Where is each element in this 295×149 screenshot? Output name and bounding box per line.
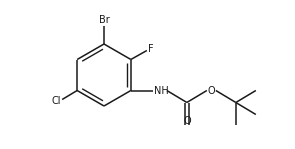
Text: NH: NH (154, 86, 169, 96)
Text: Cl: Cl (52, 96, 61, 105)
Text: F: F (148, 45, 153, 55)
Text: O: O (208, 86, 215, 96)
Text: Br: Br (99, 15, 109, 25)
Text: O: O (183, 117, 191, 127)
